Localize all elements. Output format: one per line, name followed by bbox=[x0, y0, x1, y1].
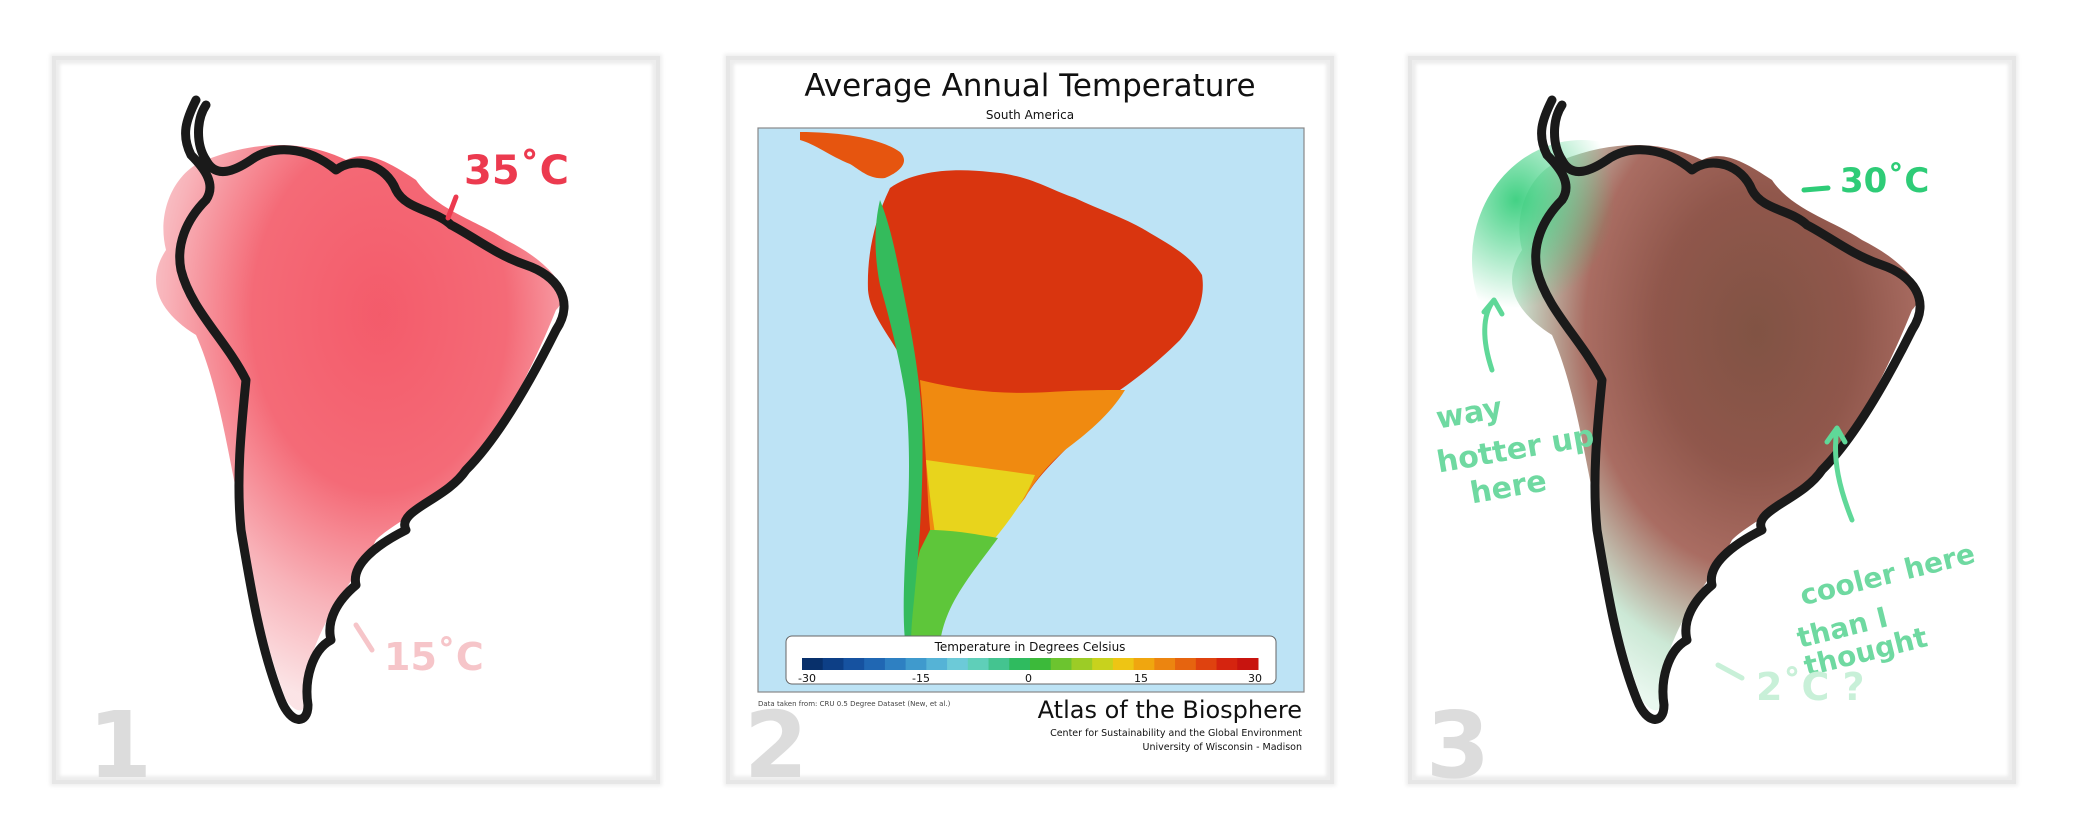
legend-swatch bbox=[1030, 658, 1052, 670]
legend-swatch bbox=[843, 658, 865, 670]
legend-title: Temperature in Degrees Celsius bbox=[934, 640, 1126, 654]
continent-sketch-3 bbox=[1472, 95, 1925, 724]
atlas-institution-line1: Center for Sustainability and the Global… bbox=[1050, 728, 1302, 739]
panel-number-2: 2 bbox=[744, 692, 809, 799]
legend-swatch bbox=[1092, 658, 1114, 670]
central-america bbox=[800, 132, 905, 179]
legend-swatch bbox=[802, 658, 824, 670]
map-panel-2: Average Annual Temperature South America… bbox=[726, 56, 1334, 792]
legend-swatch bbox=[1237, 658, 1259, 670]
temperature-map bbox=[757, 127, 1305, 693]
label-15c: 15˚C bbox=[384, 635, 484, 679]
andes-strip bbox=[875, 200, 923, 652]
legend-swatch bbox=[1216, 658, 1238, 670]
hot-leader-line-3 bbox=[1801, 185, 1831, 193]
legend-swatch bbox=[1175, 658, 1197, 670]
green-overlay bbox=[1472, 140, 1692, 380]
cool-leader-line bbox=[353, 622, 375, 653]
legend-tick-15: 15 bbox=[1134, 672, 1148, 685]
sketch-panel-1: 35˚C 15˚C 1 bbox=[52, 56, 660, 792]
arrow-up-right bbox=[1824, 425, 1855, 523]
map-title: Average Annual Temperature bbox=[804, 68, 1256, 104]
panel-number-1: 1 bbox=[88, 692, 153, 799]
legend-swatch bbox=[926, 658, 948, 670]
legend-swatch bbox=[947, 658, 969, 670]
hot-leader-line bbox=[445, 194, 459, 221]
legend-tick-30: 30 bbox=[1248, 672, 1262, 685]
label-30c: 30˚C bbox=[1840, 161, 1930, 201]
continent-outline-3 bbox=[1531, 95, 1925, 724]
legend-tick-0: 0 bbox=[1025, 672, 1032, 685]
legend-swatch bbox=[1112, 658, 1135, 670]
label-2c: 2˚C ? bbox=[1756, 665, 1865, 709]
label-35c: 35˚C bbox=[464, 148, 570, 194]
legend-swatch bbox=[905, 658, 927, 670]
data-source-note: Data taken from: CRU 0.5 Degree Dataset … bbox=[758, 700, 951, 708]
legend-swatch bbox=[1154, 658, 1176, 670]
legend-tick-neg30: -30 bbox=[798, 672, 816, 685]
legend-swatch bbox=[822, 658, 844, 670]
cool-south bbox=[909, 530, 998, 660]
legend-swatch bbox=[1071, 658, 1093, 670]
legend-swatch bbox=[1195, 658, 1218, 670]
legend-swatch bbox=[1009, 658, 1031, 670]
cold-leader-line bbox=[1715, 662, 1745, 681]
panel-number-3: 3 bbox=[1426, 692, 1491, 799]
continent-outline-1 bbox=[175, 95, 569, 724]
legend-swatch bbox=[988, 658, 1010, 670]
legend-swatch bbox=[884, 658, 907, 670]
map-subtitle: South America bbox=[985, 108, 1075, 122]
legend-swatch bbox=[864, 658, 886, 670]
atlas-title: Atlas of the Biosphere bbox=[1037, 696, 1302, 724]
legend-color-scale bbox=[802, 658, 1259, 670]
legend-swatch bbox=[967, 658, 990, 670]
continent-fill-1 bbox=[156, 145, 563, 711]
legend-tick-neg15: -15 bbox=[912, 672, 930, 685]
atlas-institution-line2: University of Wisconsin - Madison bbox=[1142, 742, 1303, 753]
legend-swatch bbox=[1050, 658, 1072, 670]
sketch-panel-3: 30˚C way hotter up here cooler here than… bbox=[1408, 56, 2016, 792]
arrow-up-left bbox=[1481, 297, 1505, 373]
continent-sketch-1 bbox=[156, 95, 569, 724]
legend-swatch bbox=[1133, 658, 1155, 670]
